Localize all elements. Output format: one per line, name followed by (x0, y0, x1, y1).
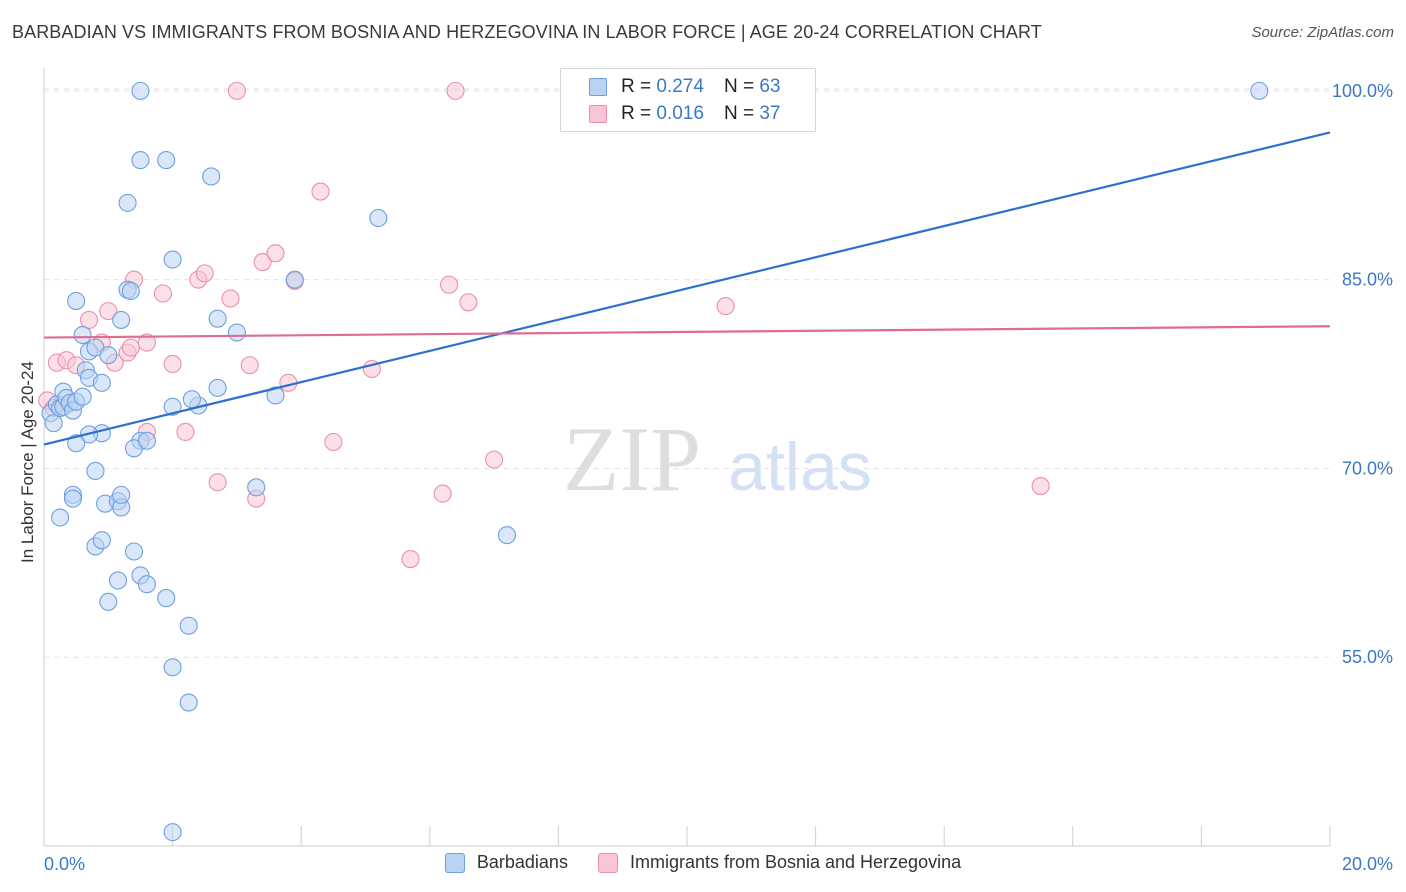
source-note: Source: ZipAtlas.com (1251, 24, 1394, 41)
barbadian-point (208, 378, 227, 397)
y-axis-label: In Labor Force | Age 20-24 (18, 361, 37, 563)
barbadian-point (163, 397, 182, 416)
legend-swatch-blue (589, 78, 607, 96)
legend-n-value: 37 (759, 103, 781, 124)
barbadian-point (285, 270, 304, 289)
barbadian-point (369, 208, 388, 228)
legend-swatch-pink (597, 852, 618, 873)
legend-r-value: 0.274 (656, 76, 704, 97)
barbadian-point (1250, 81, 1269, 100)
barbadian-point (179, 693, 198, 712)
bosnia-point (1031, 477, 1050, 496)
legend-label-barbadians: Barbadians (476, 852, 568, 872)
legend-item-barbadians[interactable]: Barbadians (444, 852, 568, 873)
y-tick-label: 100.0% (1332, 81, 1393, 101)
legend-swatch-pink (589, 105, 607, 123)
bosnia-point (433, 484, 452, 503)
y-tick-label: 70.0% (1342, 458, 1393, 478)
watermark-zip: ZIP (563, 408, 701, 510)
barbadian-point (157, 589, 176, 608)
barbadian-point (112, 485, 131, 504)
bosnia-point (227, 81, 246, 100)
legend-item-bosnia[interactable]: Immigrants from Bosnia and Herzegovina (597, 852, 962, 873)
bosnia-point (446, 81, 465, 100)
barbadian-point (179, 616, 198, 635)
series-legend: Barbadians Immigrants from Bosnia and He… (0, 852, 1406, 873)
bosnia-point (253, 252, 272, 272)
barbadian-point (112, 310, 131, 329)
legend-n-label: N = (723, 76, 755, 97)
legend-r-value: 0.016 (656, 103, 704, 124)
barbadian-point (92, 531, 111, 550)
x-tick-label: 20.0% (1342, 854, 1393, 874)
bosnia-point (240, 356, 259, 375)
watermark-atlas: atlas (728, 429, 872, 505)
legend-r-label: R = (621, 103, 652, 124)
barbadian-point (121, 281, 140, 301)
y-tick-label: 85.0% (1342, 270, 1393, 290)
barbadian-point (92, 373, 111, 392)
barbadian-trendline (43, 131, 1331, 446)
barbadian-point (208, 309, 227, 328)
barbadian-point (67, 292, 86, 311)
barbadian-point (73, 325, 92, 345)
bosnia-point (324, 432, 343, 452)
barbadian-point (227, 323, 246, 342)
bosnia-point (208, 473, 227, 492)
bosnia-point (79, 310, 99, 329)
barbadian-point (67, 434, 86, 453)
barbadian-point (163, 823, 182, 842)
barbadian-point (137, 431, 156, 450)
bosnia-point (221, 289, 240, 308)
barbadian-point (266, 386, 285, 405)
legend-n-label: N = (723, 103, 755, 124)
stats-legend: R = 0.274 N = 63 R = 0.016 N = 37 (560, 68, 816, 132)
bosnia-point (716, 297, 735, 316)
barbadian-point (182, 390, 201, 409)
legend-r-label: R = (621, 76, 652, 97)
bosnia-point (401, 550, 420, 569)
barbadian-point (157, 151, 176, 170)
bosnia-trendline (43, 325, 1331, 339)
bosnia-point (459, 293, 478, 312)
barbadian-point (73, 387, 92, 406)
y-tick-label: 55.0% (1342, 647, 1393, 667)
bosnia-point (311, 182, 330, 201)
barbadian-point (99, 592, 118, 611)
barbadian-point (44, 414, 63, 433)
bosnia-point (195, 264, 214, 283)
bosnia-point (99, 302, 118, 321)
legend-n-value: 63 (759, 76, 781, 97)
barbadian-point (51, 508, 70, 527)
legend-row-bosnia: R = 0.016 N = 37 (589, 102, 780, 126)
legend-swatch-blue (444, 852, 465, 873)
barbadian-point (163, 250, 182, 269)
barbadian-point (247, 478, 266, 497)
legend-row-barbadians: R = 0.274 N = 63 (589, 75, 780, 99)
chart-title: BARBADIAN VS IMMIGRANTS FROM BOSNIA AND … (12, 22, 1042, 42)
bosnia-point (266, 244, 285, 263)
bosnia-point (440, 275, 459, 294)
bosnia-point (121, 338, 140, 357)
x-tick-label: 0.0% (44, 854, 85, 874)
barbadian-point (124, 542, 144, 561)
barbadian-point (202, 167, 221, 186)
legend-label-bosnia: Immigrants from Bosnia and Herzegovina (629, 852, 962, 872)
barbadian-point (99, 346, 118, 365)
barbadian-point (131, 151, 150, 170)
barbadian-point (497, 526, 517, 545)
barbadian-point (108, 571, 127, 590)
bosnia-point (485, 450, 504, 469)
bosnia-point (153, 284, 173, 303)
barbadian-point (163, 658, 182, 677)
barbadian-point (131, 81, 150, 100)
barbadian-point (118, 193, 137, 212)
bosnia-point (137, 333, 156, 352)
barbadian-point (86, 461, 105, 481)
bosnia-point (163, 354, 182, 374)
bosnia-point (176, 422, 195, 441)
barbadian-point (63, 489, 82, 508)
barbadian-point (137, 575, 156, 594)
